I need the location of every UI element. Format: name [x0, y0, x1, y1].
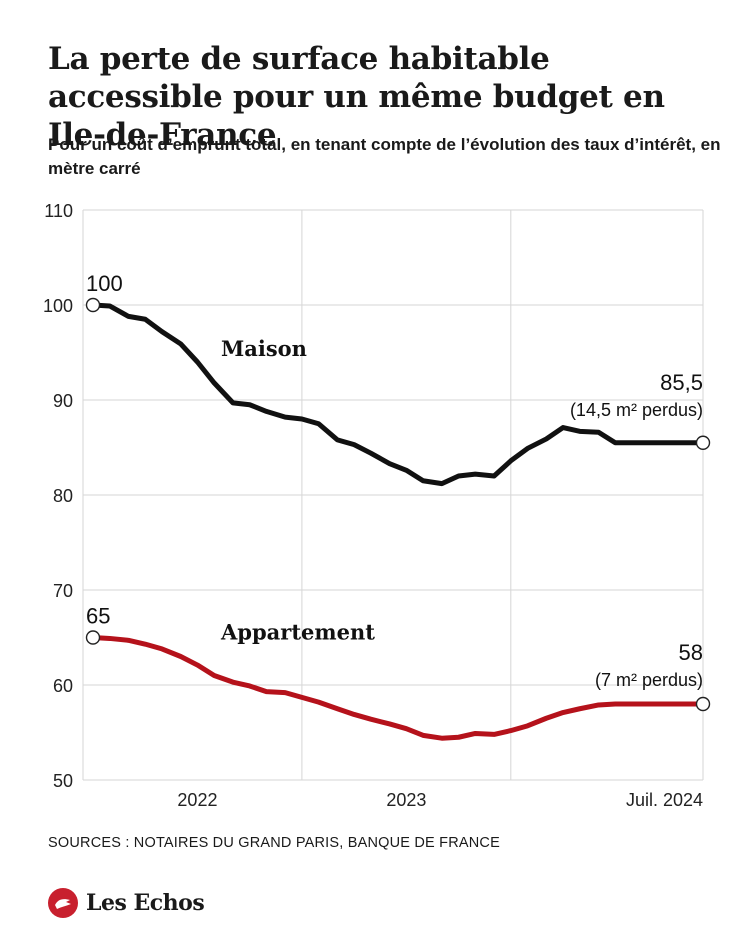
data-point-marker [695, 435, 711, 450]
maison-series-label: Maison [221, 336, 307, 361]
chart-subtitle: Pour un coût d’emprunt total, en tenant … [48, 135, 721, 178]
brand-name: Les Echos [86, 890, 205, 916]
maison-loss-note: (14,5 m² perdus) [570, 400, 703, 420]
x-axis-ticks: 2022 2023 Juil. 2024 [177, 790, 703, 810]
annotations: 100 85,5 (14,5 m² perdus) Maison 65 58 (7 m² p… [86, 271, 703, 690]
appartement-loss-note: (7 m² perdus) [595, 670, 703, 690]
y-tick-label: 50 [53, 771, 73, 791]
y-tick-label: 100 [43, 296, 73, 316]
y-tick-label: 70 [53, 581, 73, 601]
grid-lines [82, 209, 704, 781]
series-lines [90, 302, 706, 741]
maison-start-label: 100 [86, 271, 123, 296]
les-echos-icon [48, 888, 78, 918]
y-tick-label: 80 [53, 486, 73, 506]
appartement-end-label: 58 [679, 640, 703, 665]
data-point-marker [695, 696, 711, 712]
y-tick-label: 60 [53, 676, 73, 696]
x-tick-label: 2022 [177, 790, 217, 810]
sources-note: SOURCES : NOTAIRES DU GRAND PARIS, BANQU… [48, 835, 500, 851]
chart-title: La perte de surface habitable accessible… [48, 41, 665, 153]
maison-line [90, 302, 706, 487]
appartement-start-label: 65 [86, 604, 110, 629]
brand-logo: Les Echos [48, 888, 205, 918]
y-tick-label: 90 [53, 391, 73, 411]
appartement-line [90, 635, 706, 741]
endpoint-markers [85, 297, 711, 712]
y-axis-ticks: 50 60 70 80 90 100 110 [43, 201, 73, 791]
maison-end-label: 85,5 [660, 370, 703, 395]
appartement-series-label: Appartement [220, 620, 375, 645]
data-point-marker [85, 630, 101, 645]
data-point-marker [85, 297, 101, 313]
y-tick-label: 110 [44, 201, 73, 221]
x-tick-label: 2023 [386, 790, 426, 810]
line-chart: 50 60 70 80 90 100 110 2022 2023 Juil. 2024 100 8… [43, 201, 711, 810]
x-tick-label: Juil. 2024 [626, 790, 703, 810]
